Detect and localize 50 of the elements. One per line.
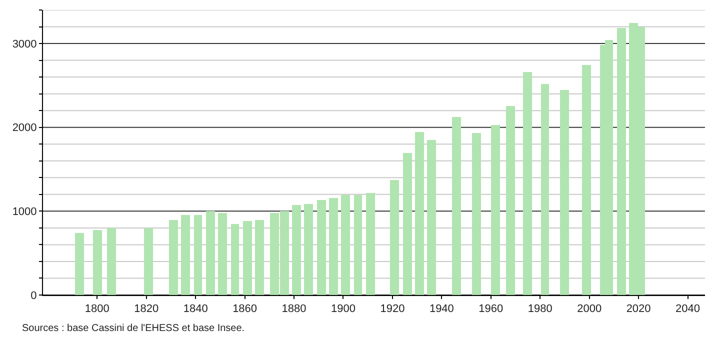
bar xyxy=(560,90,569,295)
x-tick-label: 1960 xyxy=(478,303,504,316)
x-tick-label: 2040 xyxy=(676,303,700,316)
bar xyxy=(354,195,362,295)
x-tick-label: 1940 xyxy=(429,303,454,316)
bar xyxy=(427,140,436,295)
bar xyxy=(523,72,532,295)
source-note: Sources : base Cassini de l'EHESS et base Insee. xyxy=(22,323,245,334)
bar xyxy=(617,28,626,295)
x-tick-label: 2020 xyxy=(626,303,651,316)
bar xyxy=(231,224,239,295)
x-tick-label: 1840 xyxy=(183,303,208,316)
bar xyxy=(366,193,375,295)
bar xyxy=(329,198,338,295)
y-tick-label: 0 xyxy=(30,290,37,302)
x-tick-label: 1800 xyxy=(84,303,110,316)
bar xyxy=(506,106,515,295)
x-tick-label: 1920 xyxy=(380,303,405,316)
x-tick-label: 1860 xyxy=(232,303,258,316)
bar xyxy=(491,125,500,295)
bar xyxy=(255,220,264,295)
bar xyxy=(243,221,252,295)
bar xyxy=(144,228,153,295)
y-tick-label: 1000 xyxy=(12,206,37,218)
bar xyxy=(472,133,481,295)
bar xyxy=(582,65,591,295)
bar xyxy=(403,153,412,295)
bar xyxy=(390,180,399,295)
bar xyxy=(107,228,116,295)
bar xyxy=(93,230,102,295)
x-tick-label: 1980 xyxy=(528,303,552,316)
x-tick-label: 2000 xyxy=(577,303,602,316)
x-tick-label: 1880 xyxy=(282,303,306,316)
bar xyxy=(75,233,84,295)
x-tick-label: 1900 xyxy=(331,303,356,316)
bar xyxy=(181,215,190,295)
bar xyxy=(415,132,424,295)
bar xyxy=(292,205,301,295)
bar xyxy=(304,204,313,295)
bar xyxy=(452,117,461,295)
bar xyxy=(169,220,178,295)
bar xyxy=(341,195,350,295)
x-tick-label: 1820 xyxy=(134,303,159,316)
y-tick-label: 2000 xyxy=(12,122,37,134)
bar xyxy=(194,215,202,295)
y-tick-label: 3000 xyxy=(12,38,37,50)
bar xyxy=(541,84,549,295)
bar xyxy=(317,200,326,295)
bar xyxy=(218,213,227,295)
bar xyxy=(206,211,215,295)
